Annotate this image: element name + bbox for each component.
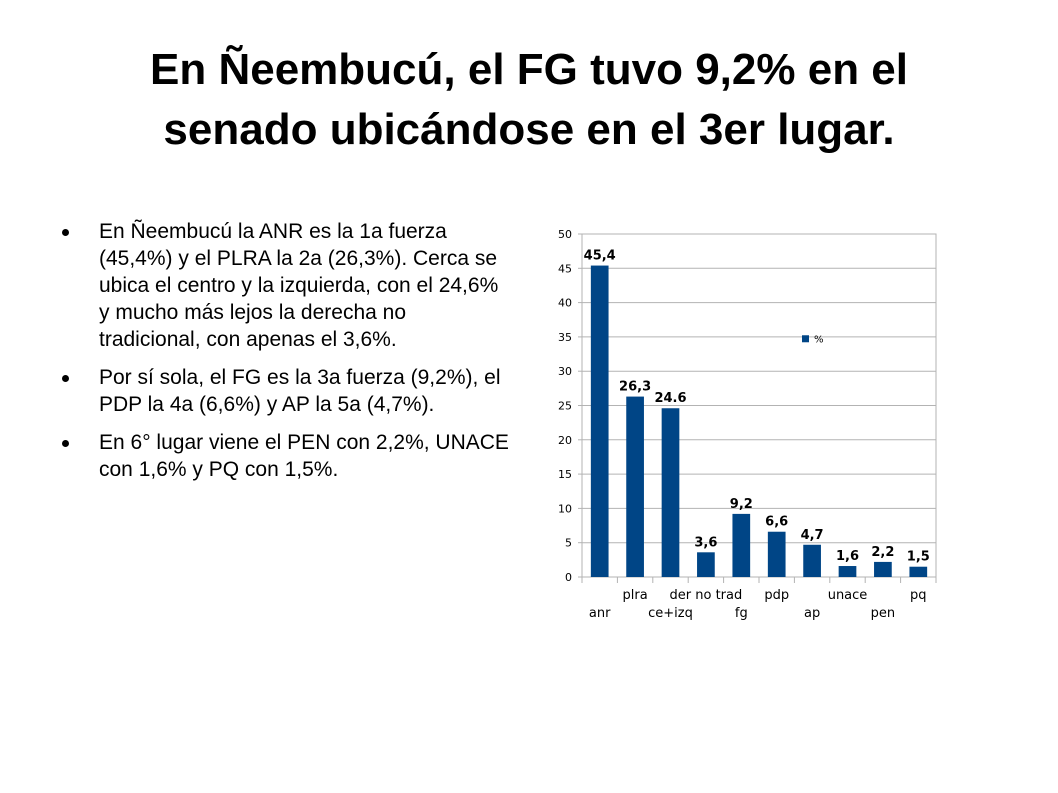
x-tick-label: fg bbox=[735, 606, 748, 621]
legend-label: % bbox=[814, 334, 824, 345]
y-tick-label: 20 bbox=[558, 434, 572, 447]
bullet-item: En Ñeembucú la ANR es la 1a fuerza (45,4… bbox=[62, 218, 512, 353]
data-label: 3,6 bbox=[694, 535, 717, 550]
y-tick-label: 0 bbox=[565, 571, 572, 584]
bullet-text: En Ñeembucú la ANR es la 1a fuerza (45,4… bbox=[99, 220, 499, 351]
x-tick-label: plra bbox=[623, 588, 648, 603]
bullet-item: En 6° lugar viene el PEN con 2,2%, UNACE… bbox=[62, 429, 512, 483]
y-tick-label: 30 bbox=[558, 365, 572, 378]
bar bbox=[767, 531, 786, 577]
data-label: 9,2 bbox=[730, 497, 753, 512]
bullet-text: Por sí sola, el FG es la 3a fuerza (9,2%… bbox=[99, 366, 501, 416]
y-tick-label: 10 bbox=[558, 502, 572, 515]
bar bbox=[590, 265, 609, 577]
bar bbox=[909, 566, 928, 577]
data-label: 4,7 bbox=[801, 528, 824, 543]
bullet-dot-icon bbox=[62, 375, 69, 382]
title-line-1: En Ñeembucú, el FG tuvo 9,2% en el bbox=[150, 45, 908, 94]
x-tick-label: pq bbox=[910, 588, 927, 603]
x-tick-label: pdp bbox=[764, 588, 789, 603]
y-tick-label: 50 bbox=[558, 228, 572, 241]
bullet-dot-icon bbox=[62, 229, 69, 236]
bar-chart: 0 5 10 15 20 25 30 35 40 45 50 45,4 26,324.6 3,6 9,2 6,… bbox=[558, 228, 937, 621]
legend-swatch bbox=[802, 335, 809, 343]
x-tick-label: pen bbox=[871, 606, 896, 621]
bar bbox=[626, 396, 644, 577]
slide-title: En Ñeembucú, el FG tuvo 9,2% en el senad… bbox=[0, 40, 1058, 160]
data-label: 26,3 bbox=[619, 380, 651, 395]
bullet-item: Por sí sola, el FG es la 3a fuerza (9,2%… bbox=[62, 364, 512, 418]
data-label: 24.6 bbox=[654, 391, 686, 406]
bullet-list: En Ñeembucú la ANR es la 1a fuerza (45,4… bbox=[62, 218, 512, 494]
bar bbox=[803, 544, 821, 577]
bullet-dot-icon bbox=[62, 440, 69, 447]
x-tick-label: ce+izq bbox=[648, 606, 693, 621]
data-label: 2,2 bbox=[871, 545, 894, 560]
data-label: 6,6 bbox=[765, 515, 788, 530]
y-tick-label: 5 bbox=[565, 537, 572, 550]
data-label: 1,6 bbox=[836, 549, 859, 564]
bar bbox=[697, 552, 715, 577]
title-line-2: senado ubicándose en el 3er lugar. bbox=[163, 105, 895, 154]
x-tick-label: ap bbox=[804, 606, 820, 621]
bar bbox=[732, 513, 751, 577]
y-tick-label: 15 bbox=[558, 468, 572, 481]
y-tick-label: 25 bbox=[558, 400, 572, 413]
bar bbox=[661, 408, 680, 577]
x-tick-label: anr bbox=[589, 606, 611, 621]
y-tick-label: 45 bbox=[558, 262, 572, 275]
data-label: 45,4 bbox=[584, 249, 616, 264]
x-tick-label: der no trad bbox=[670, 588, 743, 603]
bar bbox=[874, 561, 892, 577]
y-tick-label: 35 bbox=[558, 331, 572, 344]
y-tick-label: 40 bbox=[558, 297, 572, 310]
data-label: 1,5 bbox=[907, 550, 930, 565]
bar bbox=[838, 566, 857, 577]
bullet-text: En 6° lugar viene el PEN con 2,2%, UNACE… bbox=[99, 431, 509, 481]
x-tick-label: unace bbox=[828, 588, 868, 603]
